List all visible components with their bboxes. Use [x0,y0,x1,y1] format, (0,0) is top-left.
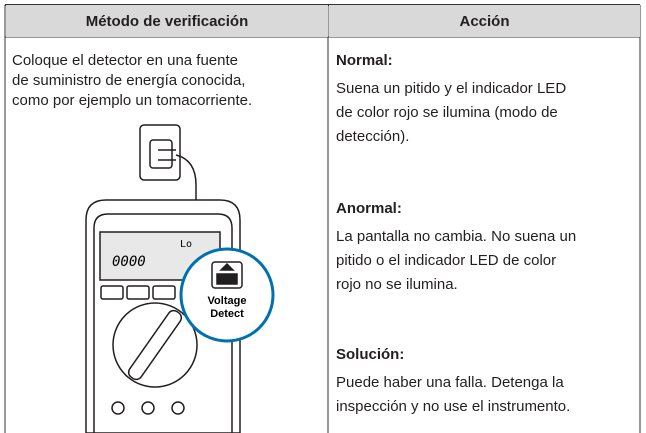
text-line: inspección y no use el instrumento. [336,398,571,415]
header-cell: Acción [329,5,640,37]
text-line: La pantalla no cambia. No suena un [336,228,577,245]
text-line: como por ejemplo un tomacorriente. [12,92,253,109]
text-line: de suministro de energía conocida, [12,72,246,89]
text-line: Puede haber una falla. Detenga la [336,374,564,391]
section-title: Normal: [336,52,393,69]
text-line: detección). [336,128,410,145]
header-cell: Método de verificación [6,5,328,37]
text-line: Suena un pitido y el indicador LED [336,80,567,97]
section-title: Solución: [336,346,405,363]
section-title: Anormal: [336,200,402,217]
text-line: rojo no se ilumina. [336,276,458,293]
text-line: Coloque el detector en una fuente [12,52,239,69]
text-line: pitido o el indicador LED de color [336,252,557,269]
text-line: de color rojo se ilumina (modo de [336,104,558,121]
